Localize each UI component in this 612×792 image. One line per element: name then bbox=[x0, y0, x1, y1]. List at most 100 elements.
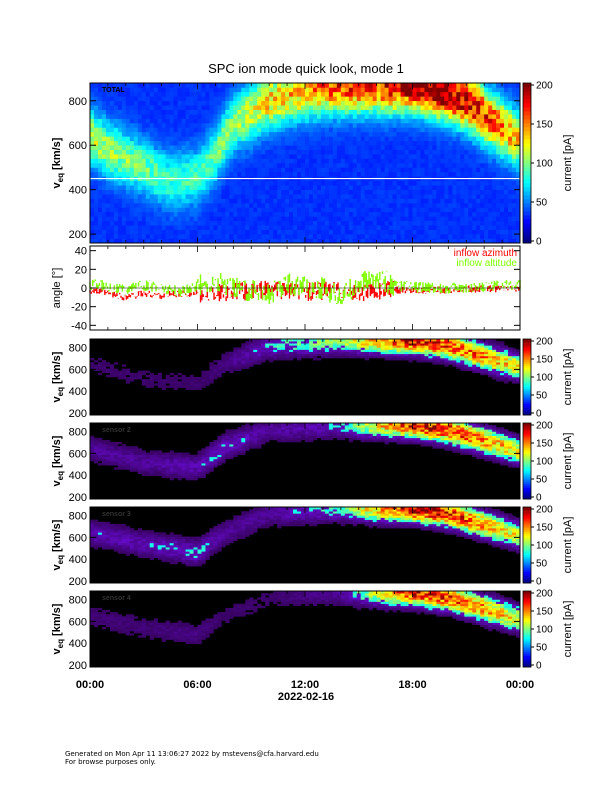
spectrogram-cell bbox=[189, 96, 194, 102]
spectrogram-cell bbox=[209, 171, 214, 177]
spectrogram-cell bbox=[249, 216, 254, 222]
spectrogram-cell bbox=[281, 100, 286, 106]
spectrogram-cell bbox=[153, 229, 158, 235]
spectrogram-cell bbox=[293, 207, 298, 213]
spectrogram-cell bbox=[512, 131, 517, 137]
spectrogram-cell bbox=[249, 114, 254, 119]
spectrogram-cell bbox=[452, 158, 457, 164]
spectrogram-cell bbox=[101, 194, 107, 199]
spectrogram-cell bbox=[149, 220, 154, 226]
spectrogram-cell bbox=[285, 220, 290, 226]
spectrogram-cell bbox=[305, 145, 310, 150]
spectrogram-cell bbox=[253, 198, 258, 204]
spectrogram-cell bbox=[265, 118, 270, 124]
spectrogram-cell bbox=[305, 136, 310, 142]
spectrogram-cell bbox=[137, 207, 143, 213]
spectrogram-cell bbox=[460, 216, 465, 222]
spectrogram-cell bbox=[253, 114, 258, 119]
spectrogram-cell bbox=[480, 114, 485, 119]
spectrogram-cell bbox=[90, 234, 95, 239]
spectrogram-cell bbox=[460, 96, 465, 102]
spectrogram-cell bbox=[392, 189, 397, 195]
spectrogram-cell bbox=[504, 185, 509, 190]
spectrogram-cell bbox=[360, 140, 366, 146]
spectrogram-cell bbox=[101, 362, 107, 365]
spectrogram-cell bbox=[416, 109, 421, 115]
spectrogram-cell bbox=[289, 91, 294, 97]
spectrogram-cell bbox=[169, 229, 174, 235]
spectrogram-cell bbox=[205, 149, 210, 155]
spectrogram-cell bbox=[340, 91, 346, 97]
spectrogram-cell bbox=[392, 96, 397, 102]
spectrogram-cell bbox=[225, 234, 230, 239]
spectrogram-cell bbox=[233, 238, 238, 244]
spectrogram-cell bbox=[129, 216, 135, 222]
spectrogram-cell bbox=[488, 220, 493, 226]
spectrogram-cell bbox=[249, 154, 254, 159]
spectrogram-cell bbox=[125, 145, 131, 150]
spectrogram-cell bbox=[225, 198, 230, 204]
spectrogram-cell bbox=[492, 225, 497, 230]
spectrogram-cell bbox=[432, 136, 437, 142]
spectrogram-cell bbox=[185, 105, 190, 110]
spectrogram-cell bbox=[364, 163, 369, 168]
spectrogram-cell bbox=[344, 163, 350, 168]
spectrogram-cell bbox=[261, 123, 266, 128]
spectrogram-cell bbox=[217, 185, 222, 190]
spectrogram-cell bbox=[412, 238, 417, 244]
spectrogram-cell bbox=[512, 123, 517, 128]
spectrogram-cell bbox=[364, 140, 369, 146]
spectrogram-cell bbox=[257, 100, 262, 106]
spectrogram-cell bbox=[257, 105, 262, 110]
spectrogram-cell bbox=[205, 127, 210, 133]
spectrogram-cell bbox=[344, 158, 350, 164]
spectrogram-cell bbox=[308, 131, 314, 137]
spectrogram-cell bbox=[504, 229, 509, 235]
spectrogram-cell bbox=[213, 220, 218, 226]
spectrogram-cell bbox=[324, 238, 330, 244]
spectrogram-cell bbox=[165, 149, 170, 155]
spectrogram-cell bbox=[101, 171, 107, 177]
spectrogram-cell bbox=[217, 220, 222, 226]
colorbar-tick-label: 100 bbox=[536, 159, 553, 170]
spectrogram-cell bbox=[440, 83, 445, 88]
spectrogram-cell bbox=[129, 109, 135, 115]
spectrogram-cell bbox=[241, 355, 246, 359]
spectrogram-cell bbox=[269, 118, 274, 124]
spectrogram-cell bbox=[460, 225, 465, 230]
spectrogram-cell bbox=[253, 167, 258, 173]
spectrogram-cell bbox=[241, 136, 246, 142]
spectrogram-cell bbox=[213, 118, 218, 124]
spectrogram-cell bbox=[261, 207, 266, 213]
spectrogram-cell bbox=[105, 362, 111, 365]
spectrogram-cell bbox=[500, 189, 505, 195]
spectrogram-cell bbox=[352, 131, 358, 137]
spectrogram-cell bbox=[376, 216, 381, 222]
spectrogram-cell bbox=[316, 225, 322, 230]
spectrogram-cell bbox=[197, 211, 202, 217]
spectrogram-cell bbox=[492, 207, 497, 213]
spectrogram-cell bbox=[217, 136, 222, 142]
spectrogram-cell bbox=[197, 91, 202, 97]
spectrogram-cell bbox=[468, 203, 473, 208]
spectrogram-cell bbox=[308, 145, 314, 150]
spectrogram-cell bbox=[328, 114, 334, 119]
spectrogram-cell bbox=[137, 163, 143, 168]
spectrogram-cell bbox=[460, 238, 465, 244]
spectrogram-cell bbox=[460, 189, 465, 195]
spectrogram-cell bbox=[193, 163, 198, 168]
spectrogram-cell bbox=[273, 87, 278, 93]
spectrogram-cell bbox=[356, 158, 362, 164]
spectrogram-cell bbox=[388, 171, 393, 177]
spectrogram-cell bbox=[161, 96, 166, 102]
spectrogram-cell bbox=[237, 136, 242, 142]
spectrogram-cell bbox=[392, 225, 397, 230]
spectrogram-cell bbox=[432, 238, 437, 244]
spectrogram-cell bbox=[356, 229, 362, 235]
spectrogram-cell bbox=[249, 189, 254, 195]
spectrogram-cell bbox=[400, 194, 405, 199]
spectrogram-cell bbox=[197, 83, 202, 88]
colorbar-label: current [pA] bbox=[562, 135, 574, 192]
spectrogram-cell bbox=[324, 96, 330, 102]
spectrogram-cell bbox=[253, 234, 258, 239]
